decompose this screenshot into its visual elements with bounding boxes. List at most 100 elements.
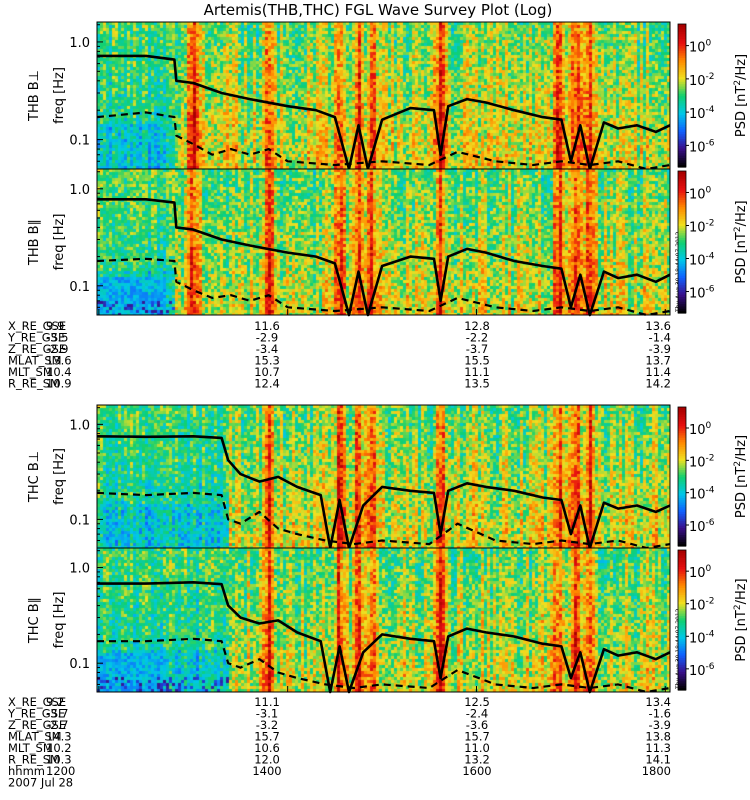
colorbar-swatch	[678, 610, 686, 614]
colorbar-swatch	[678, 409, 686, 413]
colorbar-swatch	[678, 62, 686, 66]
colorbar: 100 10-2 10-4 10-6 PSD [nT2/Hz]	[677, 23, 749, 168]
colorbar-swatch	[678, 529, 686, 533]
colorbar-swatch	[678, 603, 686, 607]
ephemeris-value: 13.6	[46, 354, 72, 368]
colorbar-swatch	[678, 617, 686, 621]
ephemeris-value: 13.4	[645, 695, 671, 709]
colorbar-frame	[677, 23, 687, 168]
colorbar-swatch	[678, 685, 686, 689]
colorbar-swatch	[678, 133, 686, 137]
colorbar-swatch	[678, 308, 686, 312]
ephemeris-value: 14.3	[46, 730, 72, 744]
colorbar-swatch	[678, 666, 686, 670]
colorbar-swatch	[678, 513, 686, 517]
ephemeris-value: 11.6	[254, 319, 280, 333]
colorbar-swatch	[678, 249, 686, 253]
colorbar-swatch	[678, 501, 686, 505]
colorbar-tick-label: 100	[689, 421, 712, 438]
colorbar-swatch	[678, 411, 686, 415]
ephemeris-row-label: X_RE_GSE	[8, 695, 66, 709]
colorbar-swatch	[678, 615, 686, 619]
colorbar: 100 10-2 10-4 10-6 PSD [nT2/Hz]	[677, 549, 749, 691]
colorbar-swatch	[678, 119, 686, 123]
ephemeris-value: -3.6	[466, 718, 488, 732]
colorbar-swatch	[678, 499, 686, 503]
colorbar-swatch	[678, 74, 686, 78]
colorbar-swatch	[678, 26, 686, 30]
colorbar-swatch	[678, 671, 686, 675]
ephemeris-value: -1.4	[649, 331, 671, 345]
colorbar-swatch	[678, 550, 686, 553]
colorbar-swatch	[678, 638, 686, 642]
y-tick-label: 0.1	[69, 280, 90, 295]
colorbar-swatch	[678, 246, 686, 250]
colorbar-swatch	[678, 645, 686, 649]
colorbar-swatch	[678, 474, 686, 478]
colorbar-swatch	[678, 138, 686, 142]
solid-trace	[97, 198, 671, 317]
colorbar-swatch	[678, 220, 686, 224]
ephemeris-value: 13.8	[645, 730, 671, 744]
ephemeris-value: 13.6	[645, 319, 671, 333]
colorbar-swatch	[678, 301, 686, 305]
solid-trace	[97, 581, 671, 694]
colorbar-swatch	[678, 253, 686, 257]
colorbar-swatch	[678, 407, 686, 410]
panel-name: THB B⊥	[27, 70, 42, 122]
ephemeris-value: 12.0	[254, 753, 280, 767]
colorbar-swatch	[678, 596, 686, 600]
colorbar-swatch	[678, 469, 686, 473]
colorbar-swatch	[678, 606, 686, 609]
colorbar-swatch	[678, 506, 686, 510]
colorbar: 100 10-2 10-4 10-6 PSD [nT2/Hz]	[677, 406, 749, 547]
colorbar-swatch	[678, 439, 686, 443]
colorbar-swatch	[678, 47, 686, 51]
colorbar-swatch	[678, 230, 686, 234]
ephemeris-value: 10.2	[46, 741, 72, 755]
colorbar-swatch	[678, 45, 686, 49]
ephemeris-row-label: Z_RE_GSE	[8, 342, 66, 356]
colorbar-swatch	[678, 522, 686, 526]
ephemeris-value: 9.9	[46, 319, 64, 333]
colorbar-swatch	[678, 554, 686, 558]
colorbar-swatch	[678, 263, 686, 267]
ephemeris-value: 1800	[642, 764, 671, 778]
ephemeris-value: 15.7	[254, 730, 280, 744]
colorbar-swatch	[678, 208, 686, 212]
colorbar-swatch	[678, 423, 686, 427]
colorbar-swatch	[678, 683, 686, 686]
colorbar-swatch	[678, 97, 686, 101]
colorbar-label: PSD [nT2/Hz]	[733, 54, 749, 137]
colorbar-swatch	[678, 109, 686, 113]
colorbar-swatch	[678, 69, 686, 73]
colorbar-tick-label: 10-2	[689, 453, 715, 470]
colorbar-swatch	[678, 78, 686, 82]
colorbar-swatch	[678, 227, 686, 231]
colorbar-swatch	[678, 211, 686, 215]
y-tick-label: 0.1	[69, 134, 90, 149]
colorbar-swatch	[678, 457, 686, 461]
y-axis-label: freq [Hz]	[52, 214, 67, 271]
colorbar-swatch	[678, 204, 686, 208]
colorbar-swatch	[678, 277, 686, 281]
colorbar-swatch	[678, 636, 686, 640]
colorbar-swatch	[678, 150, 686, 154]
ephemeris-value: 13.7	[645, 354, 671, 368]
colorbar-swatch	[678, 76, 686, 80]
colorbar-swatch	[678, 582, 686, 586]
colorbar-swatch	[678, 448, 686, 452]
colorbar-swatch	[678, 35, 686, 39]
colorbar-swatch	[678, 116, 686, 120]
colorbar-swatch	[678, 194, 686, 198]
colorbar-swatch	[678, 284, 686, 288]
ephemeris-row-label: R_RE_SM	[8, 377, 60, 391]
colorbar-swatch	[678, 223, 686, 227]
ephemeris-row-label: R_RE_SM	[8, 753, 60, 767]
ephemeris-value: -3.4	[256, 342, 278, 356]
colorbar-swatch	[678, 657, 686, 661]
colorbar-swatch	[678, 215, 686, 219]
colorbar-swatch	[678, 589, 686, 593]
colorbar-swatch	[678, 650, 686, 654]
